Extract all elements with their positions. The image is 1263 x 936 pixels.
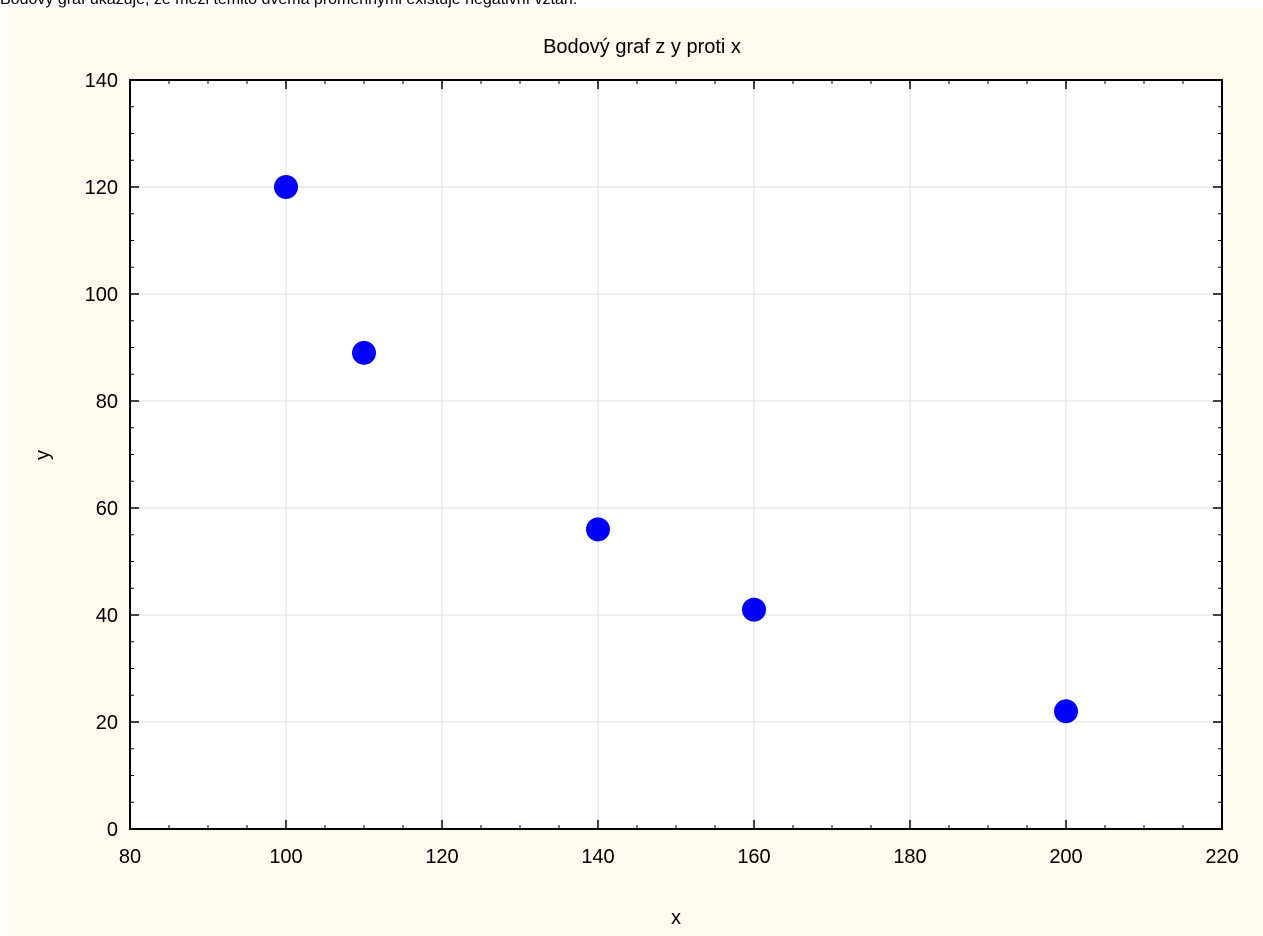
data-point <box>586 517 610 542</box>
x-tick-label: 160 <box>737 846 770 868</box>
y-tick-label: 80 <box>96 391 118 413</box>
caption-text: Bodový graf ukazuje, že mezi těmito dvěm… <box>0 0 1263 11</box>
x-axis-ticks: 80 100 120 140 160 180 200 220 <box>119 80 1239 868</box>
x-tick-label: 80 <box>119 846 141 868</box>
x-tick-label: 180 <box>893 846 926 868</box>
y-tick-label: 120 <box>85 177 118 199</box>
x-tick-label: 140 <box>581 846 614 868</box>
plot-frame <box>129 79 1223 830</box>
y-tick-label: 140 <box>85 70 118 92</box>
y-axis-ticks: 0 20 40 60 80 100 120 140 <box>85 70 1222 841</box>
y-tick-label: 60 <box>96 498 118 520</box>
data-point <box>352 340 376 365</box>
x-tick-label: 100 <box>269 846 302 868</box>
x-axis-title: x <box>671 907 681 929</box>
data-point <box>1054 699 1078 724</box>
y-tick-label: 100 <box>85 284 118 306</box>
x-tick-label: 220 <box>1205 846 1238 868</box>
plot-area <box>130 80 1222 829</box>
data-points <box>274 175 1078 724</box>
data-point <box>274 175 298 199</box>
data-point <box>742 597 766 622</box>
y-tick-label: 40 <box>96 605 118 627</box>
y-tick-label: 0 <box>107 819 118 841</box>
y-tick-label: 20 <box>96 712 118 734</box>
x-tick-label: 120 <box>425 846 458 868</box>
chart-title: Bodový graf z y proti x <box>543 36 741 58</box>
grid-lines <box>130 80 1222 829</box>
x-tick-label: 200 <box>1049 846 1082 868</box>
y-axis-title: y <box>32 450 54 460</box>
